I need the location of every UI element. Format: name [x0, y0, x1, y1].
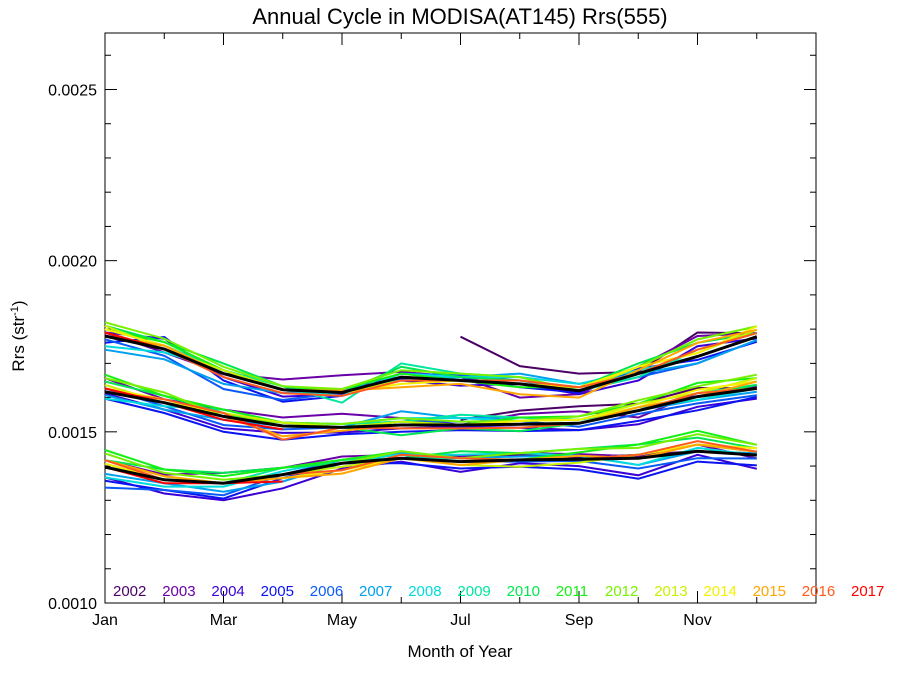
- legend-item: 2006: [310, 583, 343, 600]
- series-line-2005-lower: [104, 460, 757, 500]
- y-axis: 0.0010 0.0015 0.0020 0.0025: [48, 54, 816, 613]
- series-line-2012-lower: [104, 433, 757, 481]
- legend-item: 2005: [261, 583, 294, 600]
- series-line-2017-middle: [104, 387, 283, 431]
- x-tick-label: Nov: [683, 612, 711, 629]
- legend-item: 2014: [703, 583, 736, 600]
- mean-line-upper: [104, 334, 758, 395]
- y-axis-label-superscript: -1: [9, 306, 21, 316]
- series-line-2017-lower: [104, 466, 283, 485]
- x-tick-label: Jan: [92, 612, 118, 629]
- legend-item: 2010: [507, 583, 540, 600]
- series-line-2012-middle: [104, 373, 757, 426]
- series-line-2002-upper: [460, 331, 757, 375]
- legend-item: 2002: [113, 583, 146, 600]
- y-tick-label: 0.0025: [48, 82, 97, 99]
- legend-item: 2009: [457, 583, 490, 600]
- plot-area: [104, 32, 817, 604]
- x-axis-label: Month of Year: [408, 642, 513, 661]
- legend-item: 2015: [753, 583, 786, 600]
- legend-item: 2012: [605, 583, 638, 600]
- legend-item: 2007: [359, 583, 392, 600]
- series-line-2012-upper: [104, 321, 758, 392]
- legend-item: 2013: [654, 583, 687, 600]
- legend-item: 2017: [851, 583, 884, 600]
- legend-item: 2003: [162, 583, 195, 600]
- legend-item: 2008: [408, 583, 441, 600]
- x-tick-label: Sep: [565, 612, 594, 629]
- y-axis-label: Rrs (str-1): [9, 300, 28, 371]
- chart-title: Annual Cycle in MODISA(AT145) Rrs(555): [252, 4, 667, 29]
- series-line-2006-middle: [104, 387, 757, 431]
- series-lines: [104, 321, 758, 502]
- legend-item: 2016: [802, 583, 835, 600]
- x-tick-label: May: [327, 612, 357, 629]
- y-tick-label: 0.0015: [48, 425, 97, 442]
- x-tick-label: Jul: [450, 612, 470, 629]
- y-tick-label: 0.0020: [48, 254, 97, 271]
- x-tick-label: Mar: [210, 612, 238, 629]
- y-tick-label: 0.0010: [48, 596, 97, 613]
- mean-line-lower: [104, 449, 757, 485]
- mean-line-middle: [104, 386, 758, 429]
- legend-item: 2011: [556, 583, 588, 600]
- legend-item: 2004: [211, 583, 244, 600]
- plot-frame: [104, 32, 817, 604]
- legend: 2002 2003 2004 2005 2006 2007 2008 2009 2010 2011…: [113, 583, 884, 600]
- x-axis: Jan Mar May Jul Sep Nov: [92, 33, 758, 629]
